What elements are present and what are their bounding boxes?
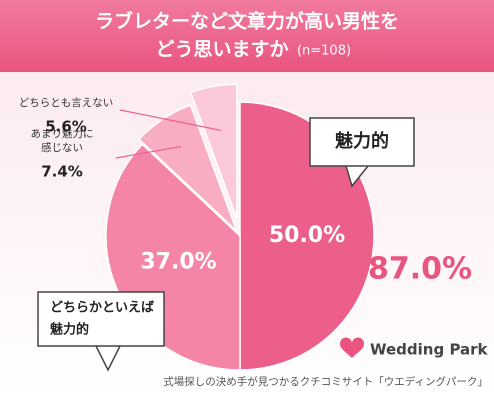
category-label: 感じない	[41, 141, 83, 154]
category-label: あまり魅力に	[31, 127, 94, 140]
value-label: 5.6%	[45, 118, 87, 136]
logo-heart	[339, 337, 365, 358]
brand: Wedding Park	[370, 341, 489, 359]
pie-slice	[137, 104, 238, 232]
value-label: 37.0%	[140, 250, 216, 275]
annotation: 87.0%	[368, 252, 472, 287]
chart-title: どう思いますか	[155, 39, 288, 61]
pie-slice	[189, 83, 238, 219]
callout-box	[309, 117, 415, 188]
category-label: 魅力的	[335, 130, 389, 152]
value-label: 50.0%	[269, 223, 345, 248]
pie	[105, 83, 375, 371]
category-label: 魅力的	[50, 322, 89, 338]
chart-title: ラブレターなど文章力が高い男性を	[95, 10, 399, 33]
category-label: どちらかといえば	[50, 301, 154, 316]
pie-slice	[239, 101, 375, 371]
header	[0, 0, 494, 72]
leader-line	[119, 109, 222, 132]
footer: 式場探しの決め手が見つかるクチコミサイト「ウエディングパーク」	[163, 375, 488, 388]
chart-subtitle: (n=108)	[297, 44, 351, 59]
value-label: 7.4%	[41, 163, 83, 181]
callout-box	[37, 291, 165, 372]
category-label: どちらとも言えない	[19, 96, 114, 109]
leader-line	[115, 145, 181, 159]
